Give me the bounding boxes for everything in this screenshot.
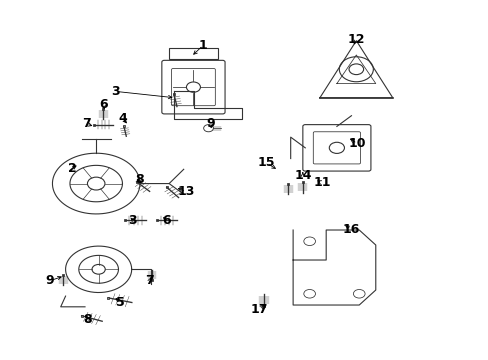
Text: 17: 17 <box>250 303 267 316</box>
Text: 1: 1 <box>199 39 207 52</box>
Text: 6: 6 <box>99 98 107 111</box>
Text: 12: 12 <box>347 33 365 46</box>
Text: 10: 10 <box>348 137 366 150</box>
Text: 2: 2 <box>67 162 76 175</box>
Text: 3: 3 <box>111 85 120 98</box>
Text: 5: 5 <box>116 296 124 309</box>
Text: 9: 9 <box>45 274 54 287</box>
Text: 15: 15 <box>257 156 275 169</box>
Text: 4: 4 <box>118 112 127 125</box>
Text: 9: 9 <box>206 117 214 130</box>
Text: 8: 8 <box>83 313 92 326</box>
Text: 16: 16 <box>342 223 360 236</box>
Text: 6: 6 <box>162 213 171 226</box>
Text: 7: 7 <box>145 274 154 287</box>
Text: 8: 8 <box>135 173 144 186</box>
Bar <box>169 48 217 59</box>
Text: 11: 11 <box>313 176 330 189</box>
Text: 14: 14 <box>293 169 311 182</box>
Text: 3: 3 <box>128 213 137 226</box>
Text: 7: 7 <box>82 117 91 130</box>
Text: 13: 13 <box>177 185 194 198</box>
